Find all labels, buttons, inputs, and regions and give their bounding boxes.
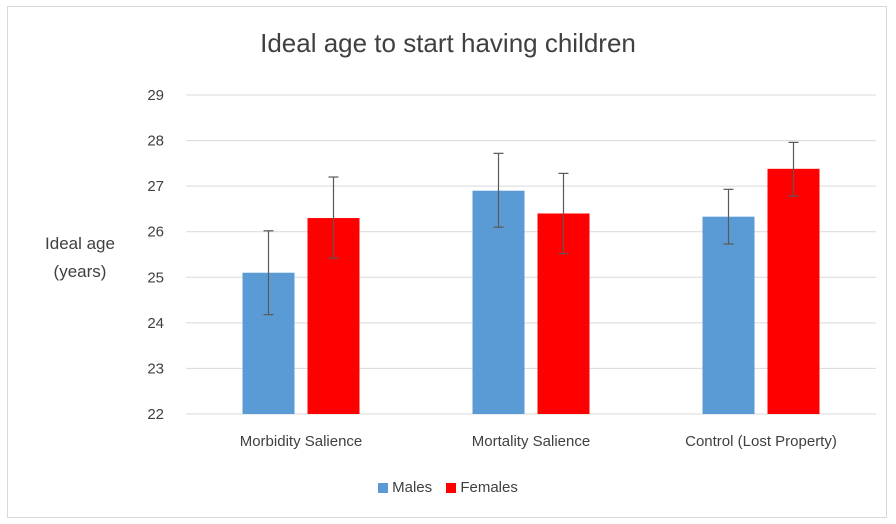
x-tick-label-0: Morbidity Salience: [240, 433, 363, 450]
legend-swatch-females: [446, 482, 457, 493]
legend-swatch-males: [378, 482, 389, 493]
y-tick-label-26: 26: [147, 224, 164, 241]
y-tick-label-23: 23: [147, 360, 164, 377]
bar-males-2: [702, 216, 755, 414]
y-tick-label-25: 25: [147, 269, 164, 286]
y-tick-label-29: 29: [147, 87, 164, 104]
y-axis-label-line1: Ideal age: [45, 234, 115, 253]
y-axis-label: Ideal age (years): [30, 230, 130, 286]
legend-label-males: Males: [392, 479, 433, 496]
legend-item-females: Females: [446, 479, 518, 496]
y-tick-label-28: 28: [147, 133, 164, 150]
chart-title: Ideal age to start having children: [260, 28, 636, 58]
bar-females-2: [767, 168, 820, 414]
legend-item-males: Males: [378, 479, 432, 496]
y-tick-label-22: 22: [147, 406, 164, 423]
bar-males-1: [472, 190, 525, 414]
y-tick-label-27: 27: [147, 178, 164, 195]
x-tick-label-1: Mortality Salience: [472, 433, 590, 450]
y-tick-label-24: 24: [147, 315, 164, 332]
legend-label-females: Females: [460, 479, 518, 496]
x-tick-label-2: Control (Lost Property): [685, 433, 837, 450]
y-axis-label-line2: (years): [53, 262, 107, 281]
legend: Males Females: [0, 479, 896, 497]
